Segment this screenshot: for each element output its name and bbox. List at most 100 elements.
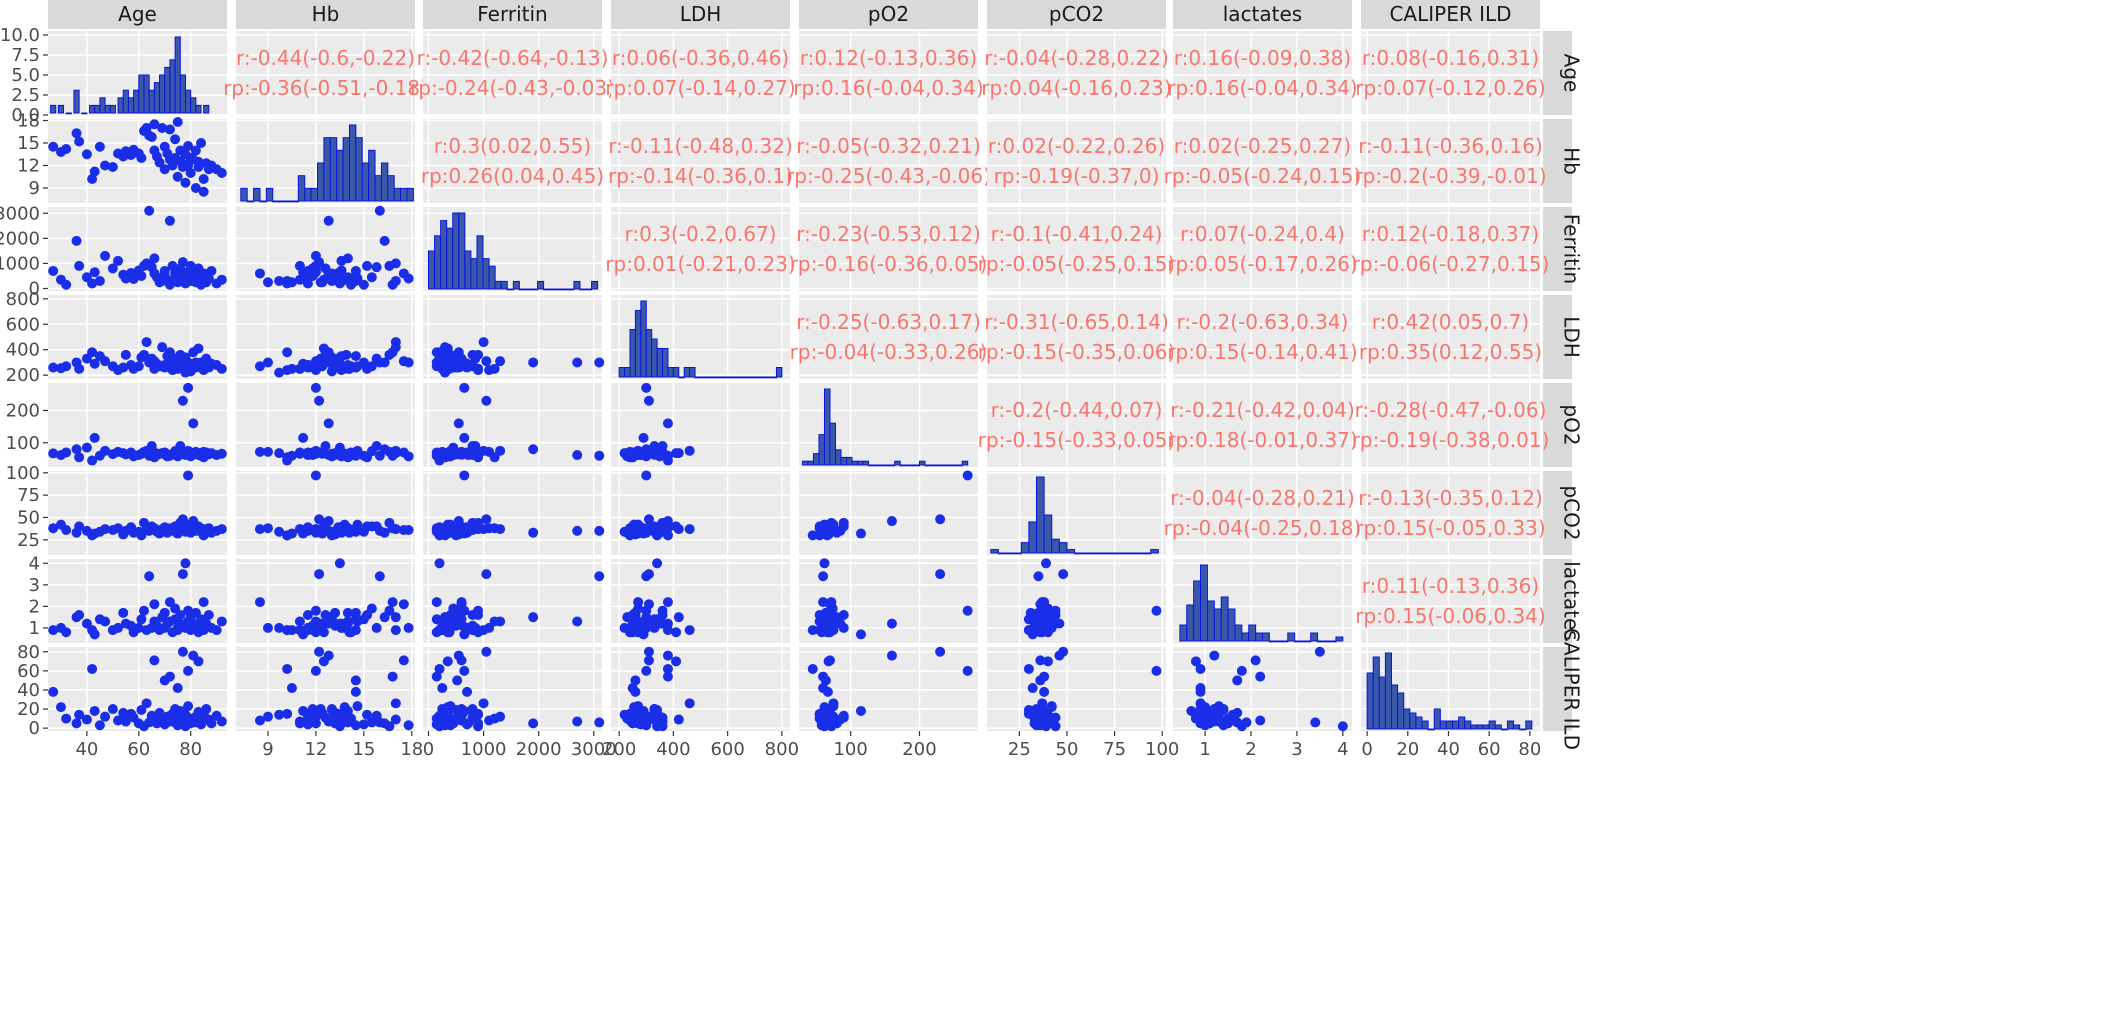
- scatter-point: [352, 701, 363, 712]
- scatter-point: [262, 622, 273, 633]
- histogram-bar: [310, 187, 319, 202]
- histogram-bar: [924, 464, 963, 467]
- scatter-point: [434, 450, 445, 461]
- histogram-bar: [543, 288, 575, 291]
- scatter-point: [294, 625, 305, 636]
- y-tick-label: 2: [29, 596, 40, 617]
- scatter-point: [1050, 712, 1061, 723]
- scatter-point: [294, 524, 305, 535]
- scatter-point: [107, 162, 118, 172]
- histogram-bar: [775, 367, 783, 378]
- scatter-point: [1050, 721, 1061, 732]
- strip-right-label: CALIPER ILD: [1560, 628, 1584, 750]
- scatter-point: [403, 451, 414, 462]
- scatter-point: [71, 718, 82, 729]
- scatter-point: [314, 646, 325, 657]
- x-tick-label: 4: [1337, 739, 1348, 760]
- y-tick-label: 80: [17, 642, 40, 663]
- scatter-point: [302, 360, 313, 370]
- histogram-bar: [868, 464, 896, 467]
- histogram-bar: [1519, 728, 1527, 731]
- histogram-bar: [1028, 521, 1038, 554]
- scatter-point: [1039, 671, 1050, 682]
- strip-right-0: Age: [1543, 31, 1584, 115]
- scatter-point: [478, 337, 489, 348]
- scatter-point: [118, 362, 129, 373]
- panel-5-3: [611, 470, 790, 555]
- panel-6-3: [611, 558, 790, 643]
- histogram-bar: [1268, 640, 1289, 643]
- histogram-bar: [361, 162, 370, 202]
- scatter-point: [684, 445, 695, 456]
- scatter-point: [366, 603, 377, 614]
- scatter-point: [198, 597, 209, 608]
- histogram-bar: [1248, 624, 1257, 642]
- scatter-point: [1042, 627, 1053, 638]
- histogram-bar: [1403, 708, 1411, 730]
- scatter-point: [1054, 618, 1065, 629]
- correlation-r: r:0.12(-0.13,0.36): [800, 46, 977, 70]
- correlation-rp: rp:-0.06(-0.27,0.15): [1352, 252, 1550, 276]
- histogram-bar: [387, 175, 395, 202]
- scatter-point: [649, 524, 660, 535]
- histogram-bar: [1287, 632, 1296, 642]
- strip-right-bg: [1543, 295, 1572, 379]
- histogram-bar: [400, 187, 408, 202]
- scatter-point: [641, 470, 652, 481]
- scatter-point: [1046, 701, 1057, 712]
- x-tick-label: 80: [1518, 739, 1541, 760]
- correlation-rp: rp:0.04(-0.16,0.23): [981, 76, 1171, 100]
- correlation-rp: rp:0.07(-0.14,0.27): [605, 76, 795, 100]
- scatter-point: [170, 134, 181, 145]
- histogram-bar: [240, 187, 248, 202]
- scatter-point: [190, 183, 201, 193]
- panel-bg: [799, 119, 978, 203]
- scatter-point: [962, 605, 973, 616]
- scatter-point: [282, 708, 293, 719]
- y-tick-label: 12: [17, 156, 40, 177]
- scatter-point: [1041, 558, 1052, 569]
- scatter-point: [462, 686, 473, 697]
- histogram-bar: [380, 162, 389, 202]
- scatter-point: [216, 168, 227, 178]
- correlation-rp: rp:0.07(-0.12,0.26): [1355, 76, 1545, 100]
- correlation-rp: rp:-0.05(-0.24,0.15): [1164, 164, 1362, 188]
- scatter-point: [180, 558, 191, 569]
- panel-2-0: [48, 205, 227, 291]
- scatter-point: [254, 361, 265, 372]
- panel-bg: [1361, 207, 1540, 291]
- scatter-point: [302, 525, 313, 536]
- strip-right-bg: [1543, 119, 1572, 203]
- scatter-point: [807, 625, 818, 636]
- scatter-point: [1151, 605, 1162, 616]
- histogram-bar: [1415, 716, 1423, 730]
- correlation-r: r:0.02(-0.22,0.26): [988, 134, 1165, 158]
- scatter-point: [342, 362, 353, 373]
- correlation-r: r:0.3(-0.2,0.67): [625, 222, 777, 246]
- scatter-point: [662, 650, 673, 661]
- scatter-point: [310, 470, 321, 481]
- histogram-bar: [342, 137, 350, 202]
- correlation-r: r:-0.2(-0.63,0.34): [1177, 310, 1349, 334]
- scatter-point: [310, 622, 321, 633]
- scatter-point: [323, 618, 334, 629]
- scatter-point: [149, 119, 160, 130]
- scatter-point: [572, 525, 583, 536]
- scatter-point: [442, 343, 453, 354]
- scatter-point: [159, 607, 170, 618]
- y-tick-label: 7.5: [11, 45, 40, 66]
- strip-right-label: Age: [1560, 54, 1584, 93]
- scatter-point: [89, 629, 100, 640]
- scatter-point: [149, 655, 160, 666]
- scatter-point: [100, 445, 111, 456]
- scatter-point: [326, 451, 337, 462]
- histogram-bar: [1409, 712, 1417, 730]
- histogram-bar: [174, 36, 181, 114]
- x-tick-label: 50: [1056, 739, 1079, 760]
- correlation-r: r:0.3(0.02,0.55): [434, 134, 591, 158]
- y-tick-label: 400: [6, 340, 40, 361]
- panel-0-2: r:-0.42(-0.64,-0.13) rp:-0.24(-0.43,-0.03…: [410, 31, 615, 116]
- histogram-bar: [1439, 720, 1447, 730]
- scatter-point: [671, 627, 682, 638]
- scatter-point: [164, 671, 175, 682]
